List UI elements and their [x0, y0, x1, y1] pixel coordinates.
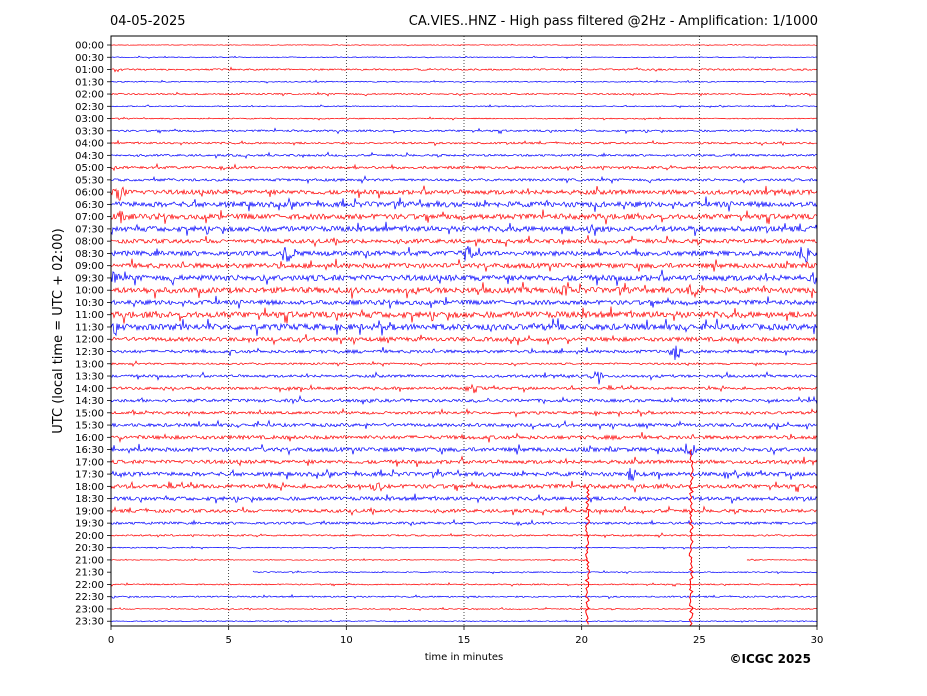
trace-row	[110, 151, 818, 160]
plot-frame	[110, 35, 818, 627]
trace-row	[110, 394, 818, 405]
row-label: 18:30	[75, 494, 104, 505]
trace-row	[110, 127, 818, 135]
trace-row	[110, 281, 818, 299]
row-label: 02:30	[75, 102, 104, 113]
trace-row	[110, 116, 818, 121]
trace-row	[110, 334, 818, 346]
trace-row	[110, 221, 818, 236]
trace-row	[110, 545, 818, 550]
trace-row	[110, 419, 818, 431]
row-label: 19:00	[75, 506, 104, 517]
event-spike	[584, 486, 590, 625]
row-label: 17:30	[75, 470, 104, 481]
trace-row	[110, 432, 818, 443]
trace-row	[110, 245, 818, 263]
row-label: 10:30	[75, 298, 104, 309]
trace-row	[110, 383, 818, 394]
trace-row	[110, 407, 818, 418]
row-label: 06:00	[75, 188, 104, 199]
row-label: 03:00	[75, 114, 104, 125]
row-label: 12:30	[75, 347, 104, 358]
row-label: 13:00	[75, 359, 104, 370]
copyright-label: ©ICGC 2025	[729, 652, 811, 666]
event-spike	[688, 449, 694, 626]
x-axis-label: time in minutes	[425, 652, 504, 663]
grid-lines	[228, 36, 700, 626]
trace-row	[110, 593, 817, 600]
row-label: 03:30	[75, 126, 104, 137]
row-label: 22:00	[75, 580, 104, 591]
row-label: 11:30	[75, 322, 104, 333]
row-label: 07:00	[75, 212, 104, 223]
row-label: 12:00	[75, 335, 104, 346]
x-tick-label: 5	[225, 635, 231, 646]
trace-row	[110, 269, 818, 287]
trace-row	[110, 582, 818, 587]
trace-row	[110, 162, 818, 172]
row-label: 22:30	[75, 592, 104, 603]
row-label: 21:30	[75, 568, 104, 579]
row-label: 13:30	[75, 372, 104, 383]
row-label: 15:30	[75, 421, 104, 432]
x-axis: 0 5 10 15 20 25 30	[108, 626, 824, 646]
x-tick-label: 25	[693, 635, 706, 646]
trace-row	[110, 175, 818, 185]
spike-group	[584, 449, 694, 626]
row-label: 08:00	[75, 237, 104, 248]
row-label: 05:00	[75, 163, 104, 174]
trace-row	[110, 91, 818, 97]
row-label: 10:00	[75, 286, 104, 297]
trace-row	[110, 558, 817, 562]
row-label: 14:00	[75, 384, 104, 395]
row-label: 02:00	[75, 90, 104, 101]
row-label: 04:00	[75, 139, 104, 150]
row-label: 09:30	[75, 273, 104, 284]
x-tick-label: 30	[811, 635, 824, 646]
row-label: 16:00	[75, 433, 104, 444]
row-label: 14:30	[75, 396, 104, 407]
trace-row	[111, 104, 818, 109]
row-label: 16:30	[75, 445, 104, 456]
x-tick-label: 0	[108, 635, 114, 646]
chart-title: CA.VIES..HNZ - High pass filtered @2Hz -…	[409, 14, 818, 29]
row-label: 09:00	[75, 261, 104, 272]
row-label: 04:30	[75, 151, 104, 162]
row-label: 00:00	[75, 41, 104, 52]
x-tick-label: 10	[340, 635, 353, 646]
trace-row	[110, 139, 818, 147]
y-axis-label: UTC (local time = UTC + 02:00)	[51, 228, 66, 433]
trace-row	[110, 318, 818, 337]
row-label: 23:00	[75, 604, 104, 615]
trace-row	[110, 443, 818, 456]
row-label: 21:00	[75, 555, 104, 566]
row-label: 07:30	[75, 224, 104, 235]
row-label: 11:00	[75, 310, 104, 321]
x-tick-label: 20	[575, 635, 588, 646]
row-label: 01:30	[75, 77, 104, 88]
row-label: 15:00	[75, 408, 104, 419]
row-label: 23:30	[75, 617, 104, 628]
trace-row	[252, 570, 818, 575]
row-label: 19:30	[75, 519, 104, 530]
trace-row	[110, 258, 818, 272]
x-tick-label: 15	[458, 635, 471, 646]
row-label: 06:30	[75, 200, 104, 211]
row-label: 18:00	[75, 482, 104, 493]
row-label: 08:30	[75, 249, 104, 260]
row-label: 17:00	[75, 457, 104, 468]
chart-date: 04-05-2025	[110, 14, 186, 29]
row-label: 01:00	[75, 65, 104, 76]
row-label: 20:00	[75, 531, 104, 542]
row-label: 00:30	[75, 53, 104, 64]
trace-row	[110, 532, 818, 539]
row-label: 05:30	[75, 175, 104, 186]
row-label: 20:30	[75, 543, 104, 554]
